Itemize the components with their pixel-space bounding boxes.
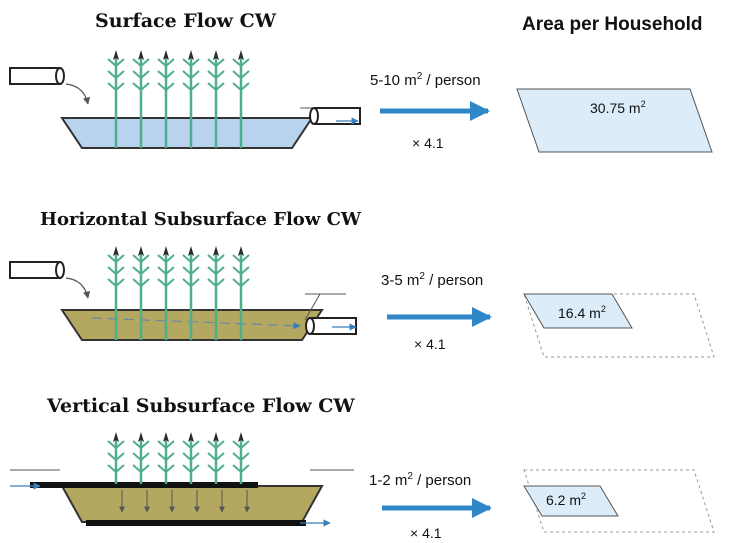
- rate-label: 3-5 m2 / person: [381, 271, 483, 289]
- plant-icons: [107, 432, 250, 484]
- multiplier-label: × 4.1: [410, 525, 442, 541]
- area-plane: [523, 485, 619, 517]
- vertical-flow-arrows: [119, 490, 250, 513]
- distribution-pipe: [30, 482, 258, 488]
- section-title: Vertical Subsurface Flow CW: [46, 395, 355, 417]
- multiplier-label: × 4.1: [414, 336, 446, 352]
- area-plane: [523, 293, 633, 329]
- area-value: 30.75 m2: [590, 99, 646, 116]
- plant-icons: [107, 50, 250, 148]
- outlet-pipe-icon: [304, 293, 357, 335]
- soil-basin: [60, 485, 324, 523]
- area-value: 16.4 m2: [558, 304, 606, 321]
- rate-label: 5-10 m2 / person: [370, 71, 481, 89]
- section-vertical-subsurface: Vertical Subsurface Flow CW 1-2 m2 / per…: [10, 395, 715, 541]
- drainage-pipe: [86, 520, 306, 526]
- plant-icons: [107, 246, 250, 340]
- water-basin: [60, 117, 314, 149]
- area-plane: [516, 88, 713, 153]
- inlet-pipe-icon: [9, 261, 91, 299]
- rate-label: 1-2 m2 / person: [369, 471, 471, 489]
- section-title: Surface Flow CW: [95, 10, 277, 32]
- outlet-pipe-icon: [300, 107, 361, 125]
- area-value: 6.2 m2: [546, 491, 586, 508]
- area-column-title: Area per Household: [522, 14, 703, 35]
- section-surface-flow: Surface Flow CW 5-10 m2 / person ×: [9, 10, 713, 153]
- household-outline: [523, 469, 715, 533]
- household-outline: [523, 293, 715, 358]
- multiplier-label: × 4.1: [412, 135, 444, 151]
- section-horizontal-subsurface: Horizontal Subsurface Flow CW 3-5 m2 / p…: [9, 209, 715, 358]
- inlet-pipe-icon: [9, 67, 91, 105]
- section-title: Horizontal Subsurface Flow CW: [40, 209, 362, 230]
